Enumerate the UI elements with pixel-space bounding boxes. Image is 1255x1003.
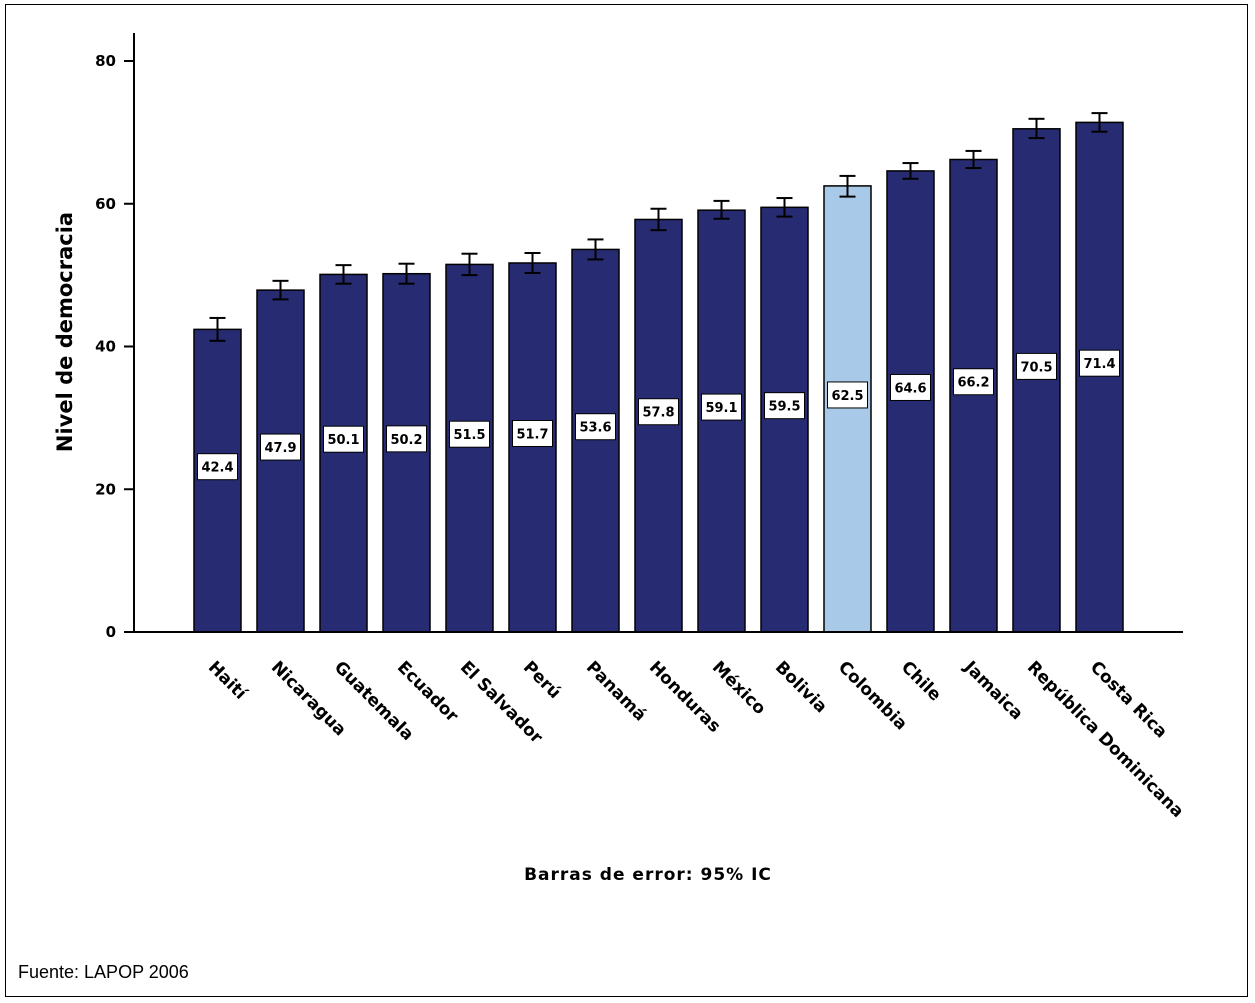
value-label-box [323, 425, 364, 453]
value-label-box [638, 398, 679, 426]
source-note: Fuente: LAPOP 2006 [18, 962, 189, 982]
category-label: Bolivia [771, 657, 831, 717]
bar [319, 273, 368, 633]
bar [193, 328, 242, 633]
value-label-box [386, 425, 427, 453]
value-label-box [512, 419, 553, 447]
value-label-box [953, 368, 994, 396]
category-label: Chile [897, 657, 945, 705]
value-label: 71.4 [1083, 357, 1115, 372]
bar [1075, 121, 1124, 633]
value-label-box [890, 373, 931, 401]
bar [445, 263, 494, 633]
y-tick-label: 0 [106, 623, 116, 641]
bar [697, 209, 746, 633]
value-label-box [197, 453, 238, 481]
value-label: 42.4 [201, 461, 233, 476]
bar [760, 206, 809, 633]
value-label: 70.5 [1020, 360, 1052, 375]
y-tick-label: 40 [95, 338, 116, 356]
bar [382, 272, 431, 633]
value-label: 47.9 [264, 441, 296, 456]
category-label: Panamá [582, 657, 650, 725]
value-label-box [1016, 352, 1057, 380]
value-label: 62.5 [831, 389, 863, 404]
category-label: Jamaica [959, 657, 1026, 724]
bar [886, 170, 935, 633]
value-label: 50.1 [327, 433, 359, 448]
y-tick-label: 20 [95, 480, 116, 498]
bar [256, 289, 305, 633]
y-ticks-layer: 0 20 40 60 80 [95, 52, 134, 641]
error-bar-note: Barras de error: 95% IC [524, 865, 772, 885]
bar [823, 185, 872, 633]
bar [508, 262, 557, 633]
value-label: 51.7 [516, 427, 548, 442]
value-label-box [575, 413, 616, 441]
value-label: 59.1 [705, 401, 737, 416]
value-label-box [449, 420, 490, 448]
value-label-box [764, 392, 805, 420]
bar [571, 248, 620, 633]
value-label: 51.5 [453, 428, 485, 443]
value-label: 64.6 [894, 381, 926, 396]
bar [634, 218, 683, 633]
value-label-box [1079, 349, 1120, 377]
category-label: México [708, 657, 770, 719]
value-label: 53.6 [579, 421, 611, 436]
value-label: 57.8 [642, 406, 674, 421]
bars-layer [193, 121, 1124, 633]
value-labels-layer: 42.4 47.9 50.1 50.2 51.5 51.7 53.6 57.8 59.1 59.5… [197, 349, 1120, 481]
value-label: 50.2 [390, 433, 422, 448]
y-tick-label: 80 [95, 52, 116, 70]
y-tick-label: 60 [95, 195, 116, 213]
value-label-box [827, 381, 868, 409]
bar [949, 158, 998, 633]
value-label-box [260, 433, 301, 461]
y-axis-label: Nivel de democracia [53, 212, 77, 452]
category-label: Perú [519, 657, 565, 703]
axes-layer [133, 33, 1183, 633]
category-label: Haití [204, 657, 251, 704]
value-label-box [701, 393, 742, 421]
error-bars-layer [209, 112, 1108, 342]
value-label: 66.2 [957, 376, 989, 391]
value-label: 59.5 [768, 400, 800, 415]
bar [1012, 128, 1061, 633]
